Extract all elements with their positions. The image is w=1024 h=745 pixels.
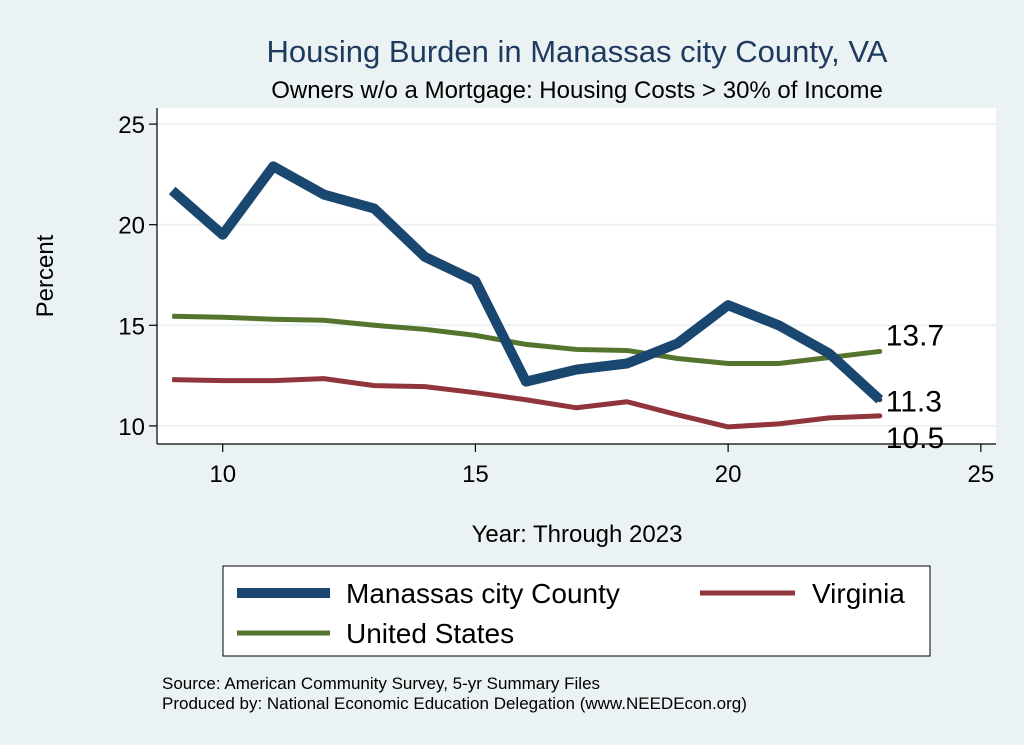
- end-point-manassas-city-county: [877, 397, 883, 403]
- end-label-virginia: 10.5: [886, 422, 944, 455]
- series-lines: [168, 161, 884, 430]
- y-tick-label-10: 10: [118, 414, 145, 441]
- end-label-united-states: 13.7: [886, 319, 944, 352]
- source-note: Source: American Community Survey, 5-yr …: [162, 674, 600, 693]
- x-tick-label-25: 25: [967, 461, 994, 488]
- producer-note: Produced by: National Economic Education…: [162, 694, 747, 713]
- legend: Manassas city County Virginia United Sta…: [222, 565, 931, 657]
- y-tick-label-25: 25: [118, 112, 145, 139]
- x-tick-label-15: 15: [462, 461, 489, 488]
- x-axis-label: Year: Through 2023: [472, 521, 683, 548]
- x-tick-label-20: 20: [715, 461, 742, 488]
- end-label-manassas-city-county: 11.3: [886, 386, 942, 419]
- axes: [149, 108, 996, 452]
- plot-area: [157, 108, 996, 444]
- x-tick-label-10: 10: [209, 461, 236, 488]
- gridlines: [157, 123, 996, 427]
- series-line-virginia: [172, 376, 880, 430]
- chart-subtitle: Owners w/o a Mortgage: Housing Costs > 3…: [271, 77, 883, 104]
- end-labels: 11.310.5 13.7: [886, 319, 944, 454]
- series-line-manassas-city-county: [168, 161, 884, 404]
- tick-labels: 10 15 20 25 10 15 20 25: [118, 112, 994, 488]
- legend-label-manassas: Manassas city County: [346, 578, 620, 609]
- end-point-united-states: [877, 348, 883, 354]
- series-line-united-states: [172, 313, 881, 367]
- end-point-virginia: [877, 413, 883, 419]
- y-axis-label: Percent: [32, 234, 59, 317]
- legend-label-virginia: Virginia: [812, 578, 905, 609]
- legend-box: [222, 565, 931, 657]
- legend-label-united-states: United States: [346, 618, 514, 649]
- y-tick-label-20: 20: [118, 213, 145, 240]
- y-tick-label-15: 15: [118, 313, 145, 340]
- chart-title: Housing Burden in Manassas city County, …: [267, 34, 888, 69]
